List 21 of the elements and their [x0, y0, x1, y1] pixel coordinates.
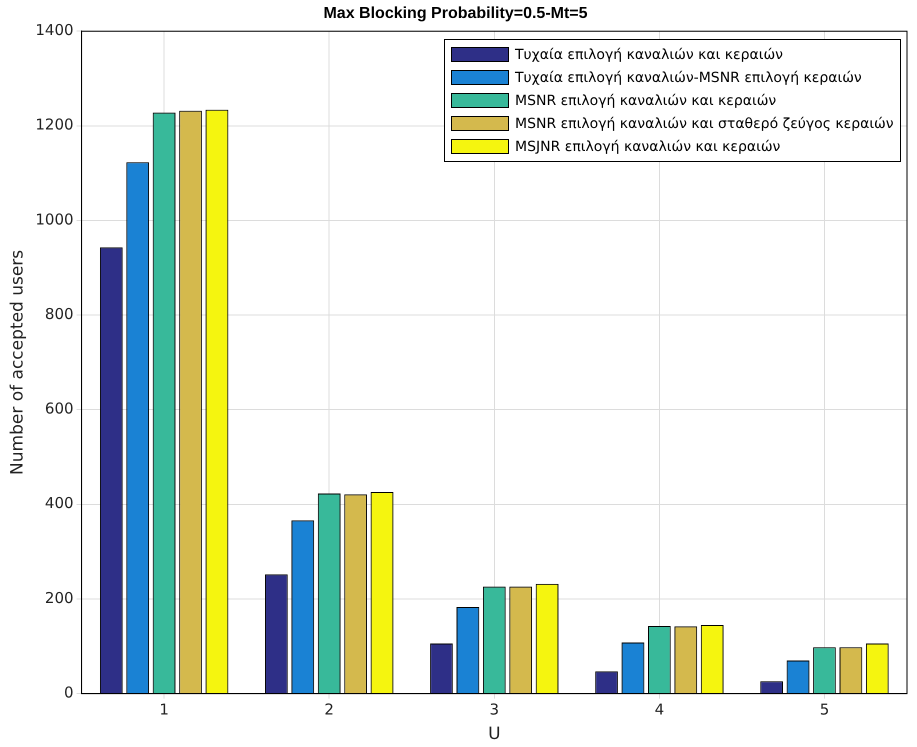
x-tick-label: 3 — [490, 700, 500, 718]
y-tick-label: 1400 — [35, 21, 74, 40]
y-tick-label: 1200 — [35, 116, 74, 134]
y-axis-title: Number of accepted users — [8, 250, 28, 475]
x-tick-label: 4 — [654, 700, 664, 718]
legend-label: Τυχαία επιλογή καναλιών-MSNR επιλογή κεραιών — [515, 70, 862, 86]
x-tick-label: 5 — [820, 700, 830, 718]
legend-label: MSJNR επιλογή καναλιών και κεραιών — [515, 138, 780, 155]
legend-label: Τυχαία επιλογή καναλιών και κεραιών — [515, 46, 784, 63]
x-tick-label: 2 — [324, 700, 334, 718]
x-axis-title: U — [488, 724, 501, 744]
y-tick-label: 200 — [44, 588, 74, 607]
x-tick-label: 1 — [159, 700, 169, 718]
y-tick-label: 0 — [64, 683, 74, 702]
y-tick-label: 1000 — [35, 210, 74, 228]
legend-label: MSNR επιλογή καναλιών και κεραιών — [515, 92, 776, 109]
chart-title: Max Blocking Probability=0.5-Mt=5 — [323, 5, 588, 22]
y-tick-label: 600 — [44, 400, 74, 418]
legend-label: MSNR επιλογή καναλιών και σταθερό ζεύγος κεραιών — [515, 116, 894, 132]
y-tick-label: 400 — [44, 494, 74, 512]
y-tick-label: 800 — [44, 304, 74, 323]
